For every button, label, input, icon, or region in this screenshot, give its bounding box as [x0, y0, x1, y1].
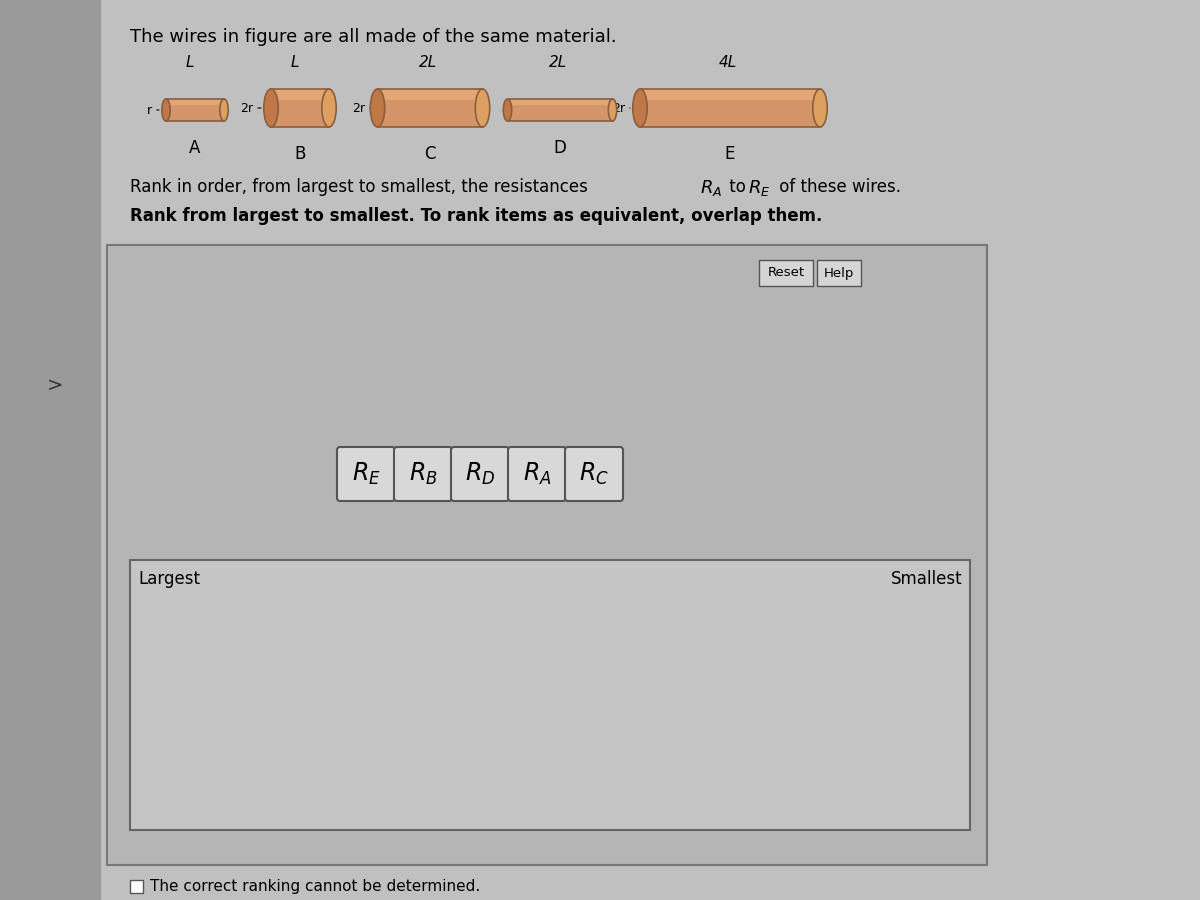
Bar: [378, 89, 482, 100]
Text: $R_A$: $R_A$: [523, 461, 551, 487]
Text: r: r: [506, 104, 512, 116]
Text: The correct ranking cannot be determined.: The correct ranking cannot be determined…: [150, 879, 480, 894]
FancyBboxPatch shape: [565, 447, 623, 501]
Text: Help: Help: [824, 266, 854, 280]
Ellipse shape: [812, 89, 827, 127]
Bar: [130, 560, 970, 830]
Text: L: L: [186, 55, 194, 70]
Bar: [107, 245, 986, 865]
Text: $R_E$: $R_E$: [352, 461, 380, 487]
Text: of these wires.: of these wires.: [774, 178, 901, 196]
Text: E: E: [725, 145, 736, 163]
FancyBboxPatch shape: [337, 447, 395, 501]
Text: C: C: [425, 145, 436, 163]
Text: Rank from largest to smallest. To rank items as equivalent, overlap them.: Rank from largest to smallest. To rank i…: [130, 207, 822, 225]
Text: Largest: Largest: [138, 570, 200, 588]
Text: 2r: 2r: [612, 102, 625, 114]
Text: >: >: [47, 375, 64, 394]
Ellipse shape: [371, 89, 385, 127]
Bar: [0, 0, 100, 900]
Ellipse shape: [220, 99, 228, 121]
Bar: [130, 880, 143, 893]
Text: $R_C$: $R_C$: [580, 461, 608, 487]
Ellipse shape: [162, 99, 170, 121]
Ellipse shape: [608, 99, 617, 121]
FancyBboxPatch shape: [508, 447, 566, 501]
Bar: [271, 89, 329, 100]
Ellipse shape: [264, 89, 278, 127]
Text: $R_D$: $R_D$: [464, 461, 496, 487]
Text: 2L: 2L: [548, 55, 568, 70]
Text: 2L: 2L: [419, 55, 437, 70]
Bar: [271, 89, 329, 127]
Text: D: D: [553, 139, 566, 157]
Bar: [508, 99, 612, 121]
FancyBboxPatch shape: [451, 447, 509, 501]
Bar: [508, 99, 612, 121]
Text: to: to: [724, 178, 751, 196]
FancyBboxPatch shape: [394, 447, 452, 501]
Bar: [378, 89, 482, 127]
Bar: [166, 99, 224, 121]
Ellipse shape: [632, 89, 647, 127]
Text: Smallest: Smallest: [890, 570, 962, 588]
Bar: [271, 89, 329, 127]
FancyBboxPatch shape: [817, 260, 862, 286]
Text: A: A: [190, 139, 200, 157]
Text: Rank in order, from largest to smallest, the resistances: Rank in order, from largest to smallest,…: [130, 178, 593, 196]
Bar: [166, 99, 224, 105]
Bar: [640, 89, 820, 100]
Text: $R_A$: $R_A$: [700, 178, 722, 198]
Bar: [508, 99, 612, 105]
Ellipse shape: [503, 99, 511, 121]
Text: $R_E$: $R_E$: [748, 178, 770, 198]
Bar: [640, 89, 820, 127]
Text: $R_B$: $R_B$: [409, 461, 437, 487]
Ellipse shape: [475, 89, 490, 127]
Text: L: L: [290, 55, 299, 70]
Text: B: B: [294, 145, 306, 163]
Text: The wires in figure are all made of the same material.: The wires in figure are all made of the …: [130, 28, 617, 46]
Text: 2r: 2r: [352, 102, 365, 114]
Text: r: r: [146, 104, 152, 116]
Text: Reset: Reset: [768, 266, 804, 280]
Text: 4L: 4L: [719, 55, 737, 70]
Text: 2r: 2r: [240, 102, 253, 114]
FancyBboxPatch shape: [760, 260, 814, 286]
Bar: [378, 89, 482, 127]
Bar: [640, 89, 820, 127]
Ellipse shape: [322, 89, 336, 127]
Bar: [166, 99, 224, 121]
